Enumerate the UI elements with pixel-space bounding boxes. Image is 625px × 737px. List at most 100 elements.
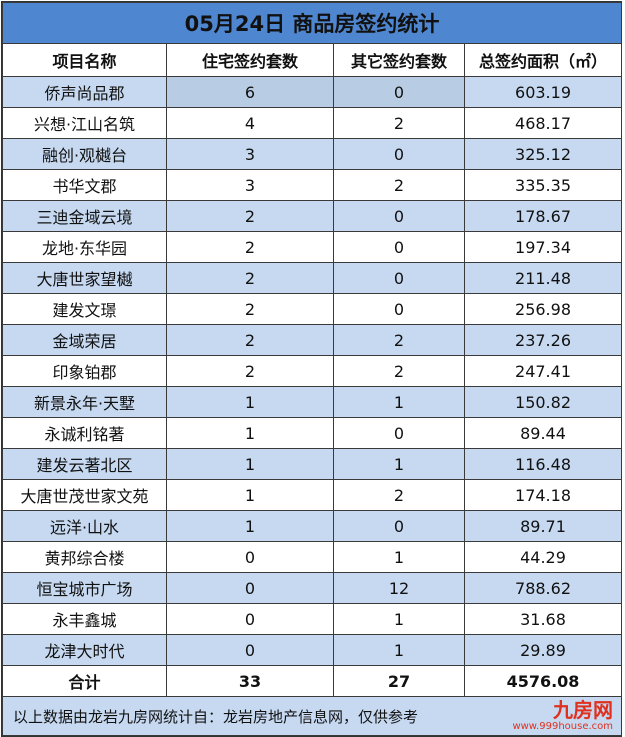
cell-other-count: 1 [333, 603, 465, 635]
cell-project-name: 黄邦综合楼 [2, 541, 167, 573]
cell-other-count: 1 [333, 448, 465, 480]
table-row: 建发文璟 2 0 256.98 [2, 293, 623, 325]
cell-residential-count: 0 [166, 541, 334, 573]
cell-project-name: 兴想·江山名筑 [2, 107, 167, 139]
table-row: 永丰鑫城 0 1 31.68 [2, 603, 623, 635]
cell-total-area: 788.62 [463, 572, 623, 604]
table-row: 龙地·东华园 2 0 197.34 [2, 231, 623, 263]
cell-other-count: 12 [333, 572, 465, 604]
cell-total-area: 178.67 [463, 200, 623, 232]
cell-residential-count: 1 [166, 386, 334, 418]
table-row: 书华文郡 3 2 335.35 [2, 169, 623, 201]
cell-project-name: 大唐世家望樾 [2, 262, 167, 294]
cell-total-area: 89.44 [463, 417, 623, 449]
cell-project-name: 书华文郡 [2, 169, 167, 201]
cell-other-count: 0 [333, 200, 465, 232]
cell-project-name: 建发云著北区 [2, 448, 167, 480]
cell-other-count: 0 [333, 138, 465, 170]
cell-other-count: 1 [333, 386, 465, 418]
table-row: 恒宝城市广场 0 12 788.62 [2, 572, 623, 604]
cell-other-count: 0 [333, 293, 465, 325]
cell-residential-count: 0 [166, 572, 334, 604]
total-other-count: 27 [333, 665, 465, 697]
table-row: 大唐世茂世家文苑 1 2 174.18 [2, 479, 623, 511]
footer-note: 以上数据由龙岩九房网统计自：龙岩房地产信息网，仅供参考 九房网 www.999hou… [1, 696, 623, 736]
cell-total-area: 237.26 [463, 324, 623, 356]
cell-project-name: 侨声尚品郡 [2, 76, 167, 108]
cell-residential-count: 2 [166, 355, 334, 387]
table-row: 永诚利铭著 1 0 89.44 [2, 417, 623, 449]
cell-residential-count: 1 [166, 448, 334, 480]
cell-total-area: 256.98 [463, 293, 623, 325]
cell-residential-count: 1 [166, 479, 334, 511]
cell-project-name: 龙地·东华园 [2, 231, 167, 263]
table-row: 金域荣居 2 2 237.26 [2, 324, 623, 356]
table-row: 黄邦综合楼 0 1 44.29 [2, 541, 623, 573]
cell-other-count: 0 [333, 231, 465, 263]
cell-other-count: 0 [333, 417, 465, 449]
table-row: 融创·观樾台 3 0 325.12 [2, 138, 623, 170]
cell-total-area: 211.48 [463, 262, 623, 294]
header-project-name: 项目名称 [2, 43, 167, 77]
footer-text: 以上数据由龙岩九房网统计自：龙岩房地产信息网，仅供参考 [13, 707, 419, 726]
table-row: 新景永年·天墅 1 1 150.82 [2, 386, 623, 418]
cell-residential-count: 2 [166, 200, 334, 232]
cell-project-name: 金域荣居 [2, 324, 167, 356]
header-total-area: 总签约面积（㎡） [463, 43, 623, 77]
cell-residential-count: 2 [166, 231, 334, 263]
cell-project-name: 恒宝城市广场 [2, 572, 167, 604]
table-row: 龙津大时代 0 1 29.89 [2, 634, 623, 666]
cell-total-area: 603.19 [463, 76, 623, 108]
watermark-logo: 九房网 [553, 698, 614, 722]
table-row: 印象铂郡 2 2 247.41 [2, 355, 623, 387]
cell-residential-count: 6 [166, 76, 334, 108]
cell-other-count: 2 [333, 479, 465, 511]
total-total-area: 4576.08 [463, 665, 623, 697]
cell-project-name: 远洋·山水 [2, 510, 167, 542]
cell-residential-count: 0 [166, 603, 334, 635]
cell-project-name: 新景永年·天墅 [2, 386, 167, 418]
cell-project-name: 印象铂郡 [2, 355, 167, 387]
cell-residential-count: 2 [166, 293, 334, 325]
cell-project-name: 大唐世茂世家文苑 [2, 479, 167, 511]
cell-residential-count: 2 [166, 262, 334, 294]
cell-total-area: 247.41 [463, 355, 623, 387]
cell-project-name: 永丰鑫城 [2, 603, 167, 635]
cell-total-area: 174.18 [463, 479, 623, 511]
cell-other-count: 0 [333, 76, 465, 108]
cell-residential-count: 1 [166, 417, 334, 449]
cell-other-count: 1 [333, 634, 465, 666]
total-project-name: 合计 [2, 665, 167, 697]
cell-other-count: 2 [333, 107, 465, 139]
table-row: 远洋·山水 1 0 89.71 [2, 510, 623, 542]
header-residential-count: 住宅签约套数 [166, 43, 334, 77]
cell-other-count: 2 [333, 355, 465, 387]
cell-other-count: 2 [333, 169, 465, 201]
cell-total-area: 31.68 [463, 603, 623, 635]
watermark: 九房网 www.999house.com [512, 699, 613, 733]
cell-residential-count: 2 [166, 324, 334, 356]
total-row: 合计 33 27 4576.08 [2, 665, 623, 697]
cell-project-name: 永诚利铭著 [2, 417, 167, 449]
footer-box: 以上数据由龙岩九房网统计自：龙岩房地产信息网，仅供参考 九房网 www.999hou… [3, 699, 621, 733]
watermark-url: www.999house.com [512, 721, 614, 732]
header-other-count: 其它签约套数 [333, 43, 465, 77]
cell-residential-count: 4 [166, 107, 334, 139]
total-residential-count: 33 [166, 665, 334, 697]
table-row: 大唐世家望樾 2 0 211.48 [2, 262, 623, 294]
cell-residential-count: 0 [166, 634, 334, 666]
cell-total-area: 150.82 [463, 386, 623, 418]
table-row: 三迪金域云境 2 0 178.67 [2, 200, 623, 232]
cell-total-area: 197.34 [463, 231, 623, 263]
cell-other-count: 1 [333, 541, 465, 573]
table-row: 建发云著北区 1 1 116.48 [2, 448, 623, 480]
cell-residential-count: 1 [166, 510, 334, 542]
header-row: 项目名称 住宅签约套数 其它签约套数 总签约面积（㎡） [2, 43, 623, 77]
table-row: 侨声尚品郡 6 0 603.19 [2, 76, 623, 108]
cell-residential-count: 3 [166, 138, 334, 170]
cell-other-count: 0 [333, 262, 465, 294]
cell-project-name: 三迪金域云境 [2, 200, 167, 232]
cell-total-area: 468.17 [463, 107, 623, 139]
